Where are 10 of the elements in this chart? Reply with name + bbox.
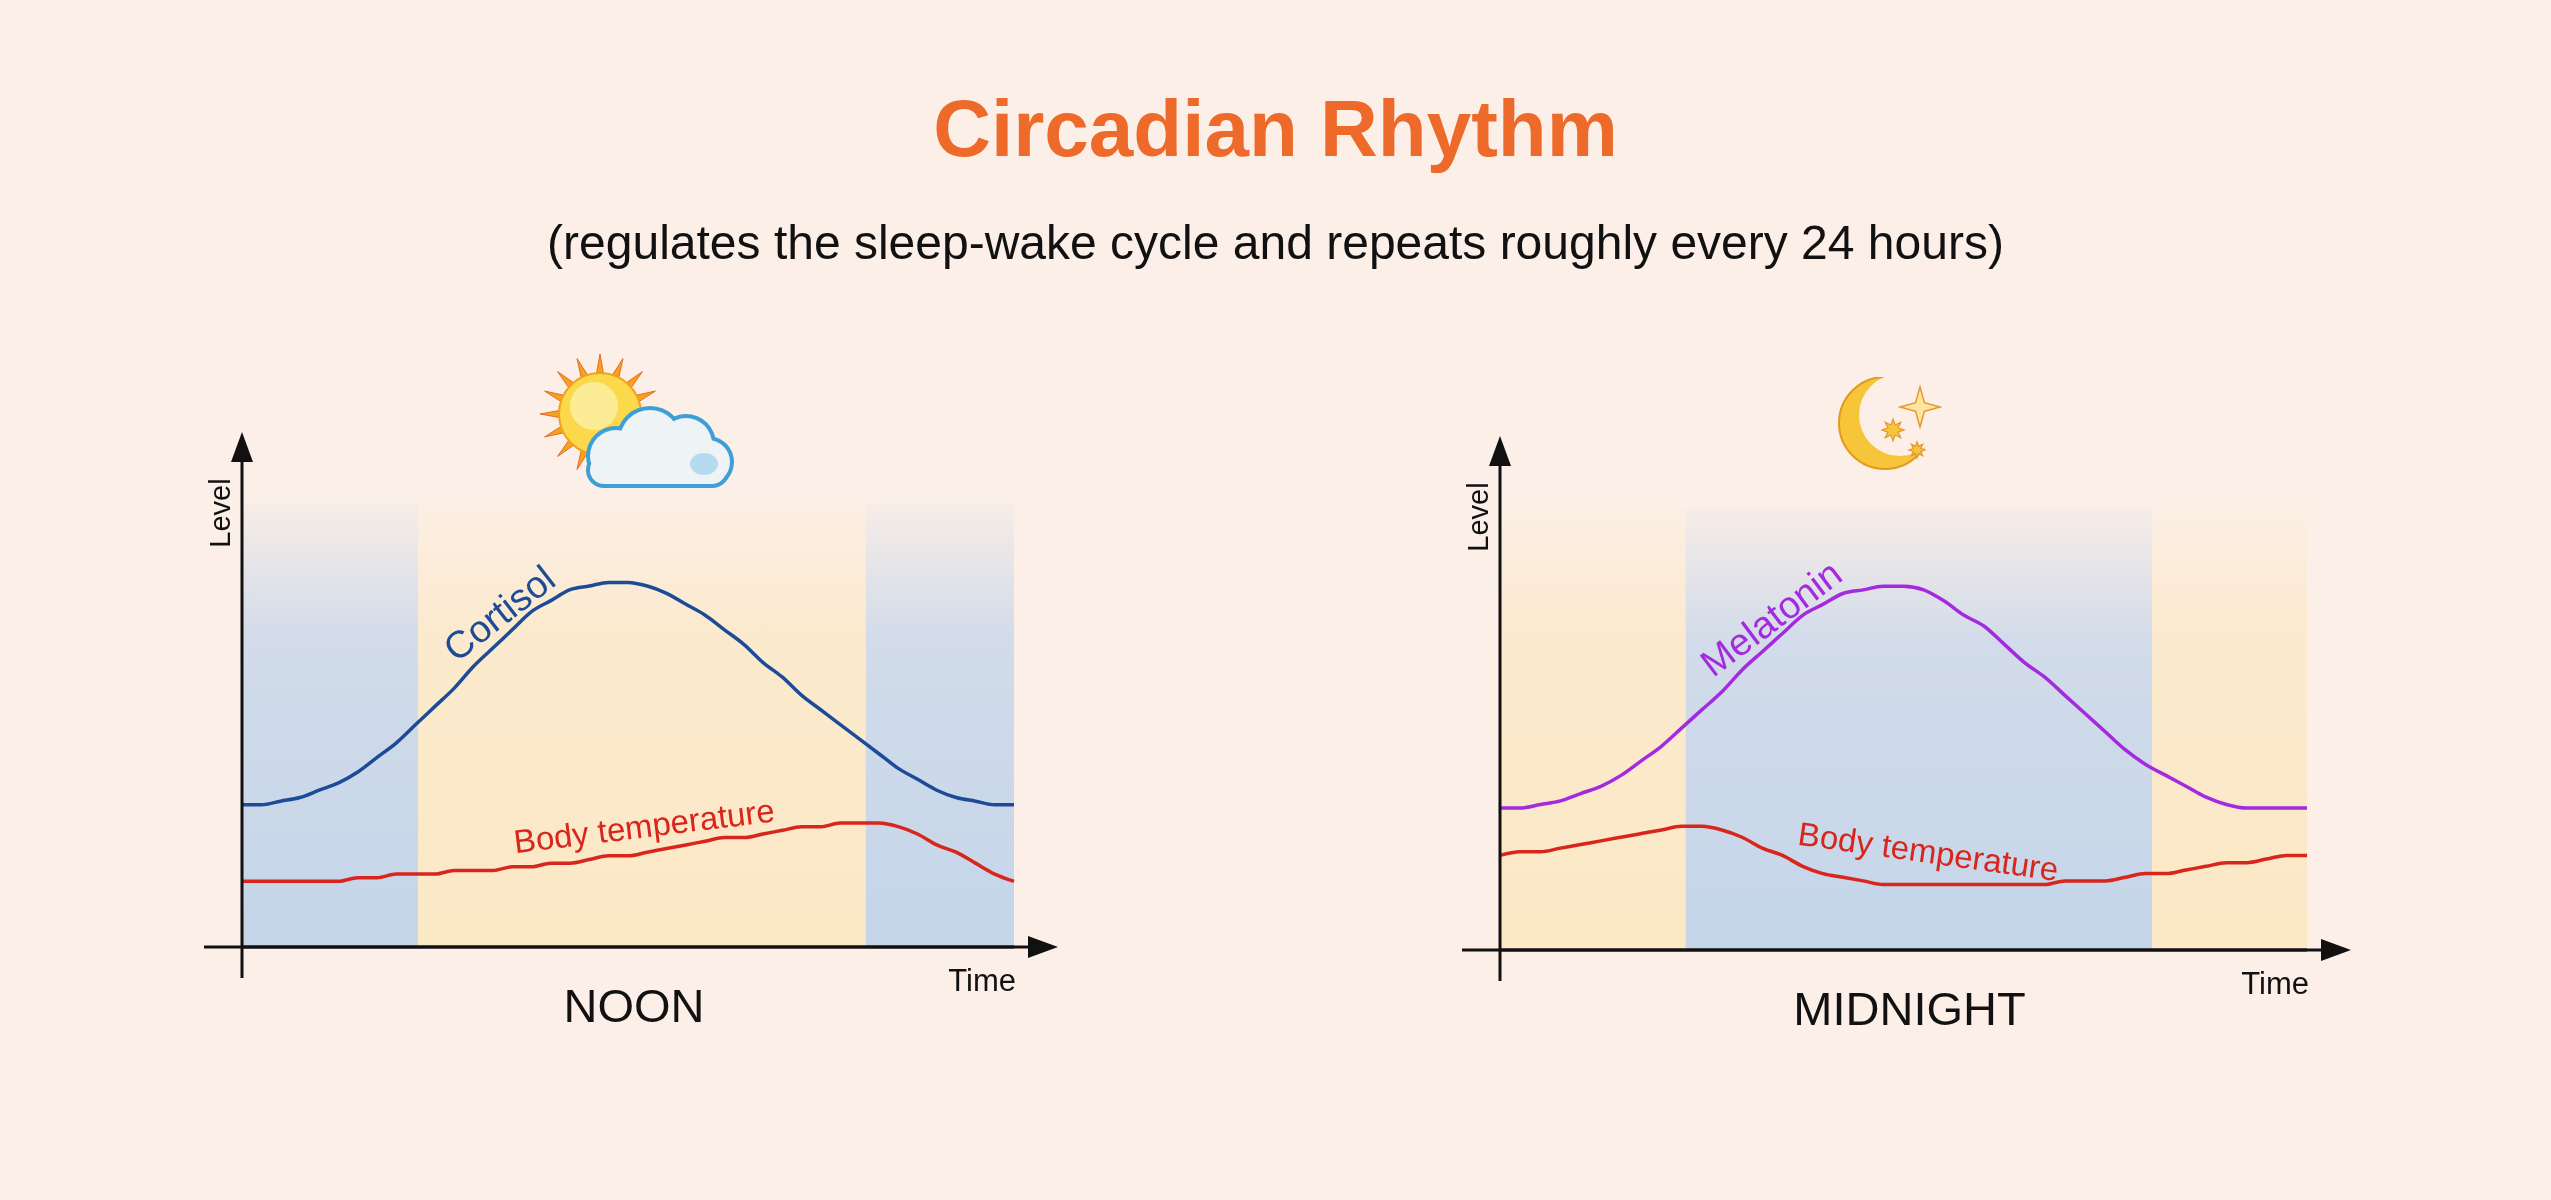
text: (regulates the sleep-wake cycle and repeats roughly every 24 hours) bbox=[546, 216, 2005, 269]
y-axis-title: Level bbox=[1462, 482, 1494, 552]
text: MIDNIGHT bbox=[1793, 982, 2026, 1035]
y-axis-title: Level bbox=[204, 478, 236, 548]
text: Body temperature bbox=[511, 791, 777, 861]
text: Body temperature bbox=[1795, 814, 2061, 888]
x-axis-title: Time bbox=[948, 963, 1016, 998]
x-axis-title: Time bbox=[2241, 966, 2309, 1001]
text: Circadian Rhythm bbox=[932, 84, 1619, 173]
text: NOON bbox=[563, 979, 705, 1032]
